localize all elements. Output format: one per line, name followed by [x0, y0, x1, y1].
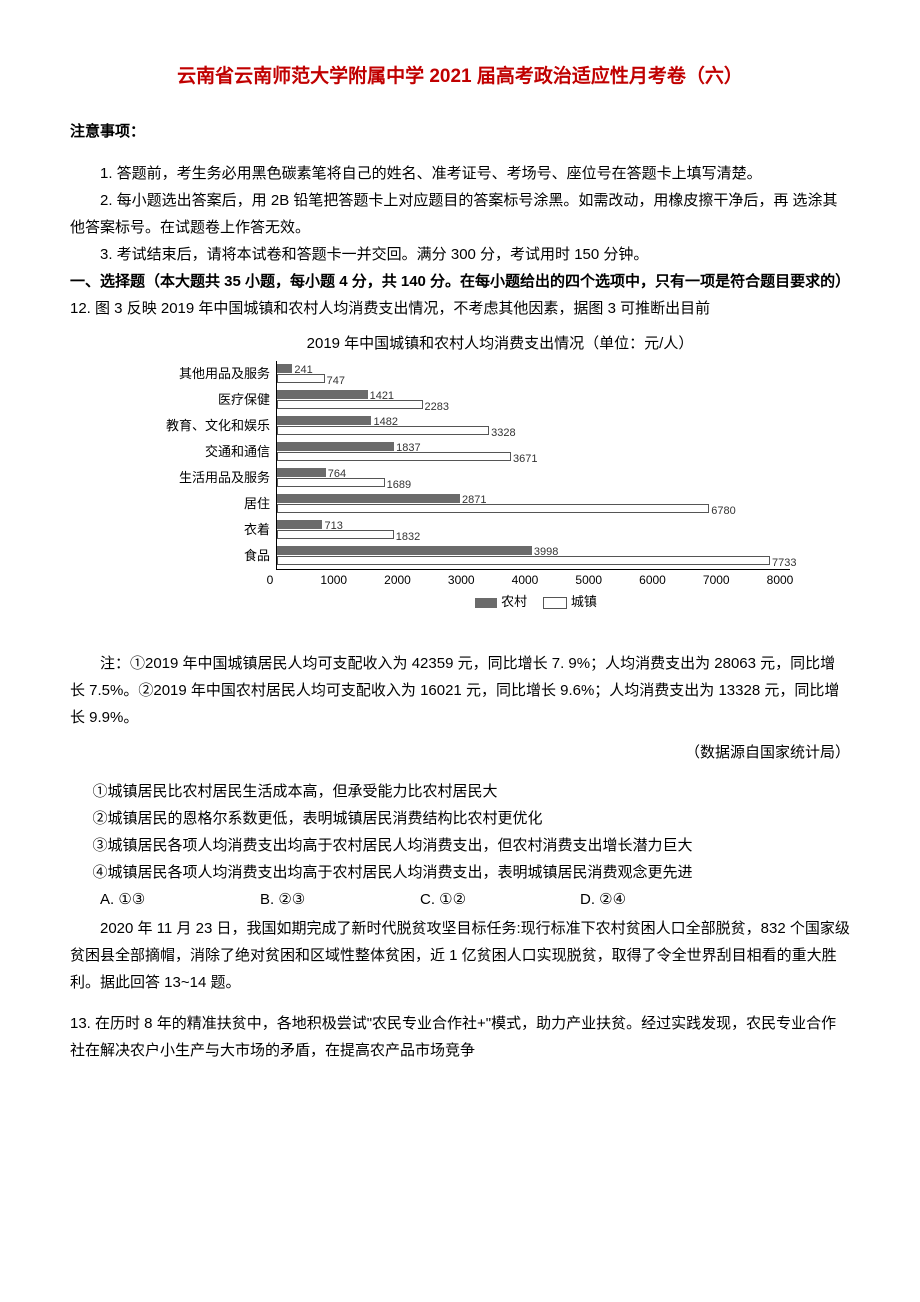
legend-swatch-urban	[543, 597, 567, 609]
chart-plot-area: 2417471421228314823328183736717641689287…	[276, 361, 790, 570]
chart-x-tick: 0	[267, 570, 274, 592]
chart-row: 28716780	[277, 491, 790, 517]
bar-rural	[277, 546, 532, 555]
bar-rural	[277, 520, 322, 529]
q12-item-1: ①城镇居民比农村居民生活成本高，但承受能力比农村居民大	[70, 778, 850, 805]
q12-option-b: B. ②③	[260, 886, 420, 913]
legend-label-rural: 农村	[501, 594, 527, 609]
q12-option-d: D. ②④	[580, 886, 740, 913]
chart-x-tick: 2000	[384, 570, 411, 592]
bar-urban	[277, 556, 770, 565]
bar-urban	[277, 504, 709, 513]
chart-title: 2019 年中国城镇和农村人均消费支出情况（单位：元/人）	[150, 330, 850, 357]
q12-item-4: ④城镇居民各项人均消费支出均高于农村居民人均消费支出，表明城镇居民消费观念更先进	[70, 859, 850, 886]
chart-row: 39987733	[277, 543, 790, 569]
chart-row: 241747	[277, 361, 790, 387]
chart-category-label: 交通和通信	[150, 439, 270, 465]
chart-legend: 农村 城镇	[270, 590, 790, 613]
chart-category-label: 其他用品及服务	[150, 361, 270, 387]
bar-rural	[277, 390, 368, 399]
chart-row: 7131832	[277, 517, 790, 543]
bar-rural	[277, 468, 326, 477]
chart-x-tick: 1000	[320, 570, 347, 592]
q13-stem: 13. 在历时 8 年的精准扶贫中，各地积极尝试"农民专业合作社+"模式，助力产…	[70, 1010, 850, 1064]
chart-note: 注：①2019 年中国城镇居民人均可支配收入为 42359 元，同比增长 7. …	[70, 650, 850, 731]
chart-row: 7641689	[277, 465, 790, 491]
bar-rural	[277, 416, 371, 425]
q12-item-2: ②城镇居民的恩格尔系数更低，表明城镇居民消费结构比农村更优化	[70, 805, 850, 832]
notice-1: 1. 答题前，考生务必用黑色碳素笔将自己的姓名、准考证号、考场号、座位号在答题卡…	[70, 160, 850, 187]
chart-category-label: 衣着	[150, 517, 270, 543]
bar-rural	[277, 494, 460, 503]
notice-3: 3. 考试结束后，请将本试卷和答题卡一并交回。满分 300 分，考试用时 150…	[70, 241, 850, 268]
q12-option-a: A. ①③	[100, 886, 260, 913]
bar-chart: 其他用品及服务医疗保健教育、文化和娱乐交通和通信生活用品及服务居住衣着食品 24…	[150, 361, 790, 613]
q12-option-c: C. ①②	[420, 886, 580, 913]
chart-category-label: 居住	[150, 491, 270, 517]
chart-x-tick: 7000	[703, 570, 730, 592]
chart-row: 18373671	[277, 439, 790, 465]
bar-urban	[277, 400, 423, 409]
chart-y-labels: 其他用品及服务医疗保健教育、文化和娱乐交通和通信生活用品及服务居住衣着食品	[150, 361, 276, 570]
chart-row: 14823328	[277, 413, 790, 439]
chart-x-tick: 4000	[512, 570, 539, 592]
legend-label-urban: 城镇	[571, 594, 597, 609]
section-1-heading: 一、选择题（本大题共 35 小题，每小题 4 分，共 140 分。在每小题给出的…	[70, 268, 850, 295]
legend-swatch-rural	[475, 598, 497, 608]
chart-x-tick: 3000	[448, 570, 475, 592]
bar-urban	[277, 478, 385, 487]
bar-urban	[277, 530, 394, 539]
chart-x-tick: 8000	[767, 570, 794, 592]
chart-source: （数据源自国家统计局）	[70, 739, 850, 766]
chart-container: 2019 年中国城镇和农村人均消费支出情况（单位：元/人） 其他用品及服务医疗保…	[150, 330, 850, 613]
q12-item-3: ③城镇居民各项人均消费支出均高于农村居民人均消费支出，但农村消费支出增长潜力巨大	[70, 832, 850, 859]
bar-urban	[277, 426, 489, 435]
chart-x-axis: 010002000300040005000600070008000	[270, 570, 786, 586]
chart-category-label: 生活用品及服务	[150, 465, 270, 491]
q12-stem: 12. 图 3 反映 2019 年中国城镇和农村人均消费支出情况，不考虑其他因素…	[70, 295, 850, 322]
notice-2: 2. 每小题选出答案后，用 2B 铅笔把答题卡上对应题目的答案标号涂黑。如需改动…	[70, 187, 850, 241]
notice-heading: 注意事项：	[70, 118, 850, 145]
q12-options: A. ①③ B. ②③ C. ①② D. ②④	[100, 886, 850, 913]
chart-row: 14212283	[277, 387, 790, 413]
chart-x-tick: 5000	[575, 570, 602, 592]
passage-13-14: 2020 年 11 月 23 日，我国如期完成了新时代脱贫攻坚目标任务:现行标准…	[70, 915, 850, 996]
page-title: 云南省云南师范大学附属中学 2021 届高考政治适应性月考卷（六）	[70, 60, 850, 94]
bar-urban	[277, 374, 325, 383]
bar-rural	[277, 364, 292, 373]
chart-category-label: 教育、文化和娱乐	[150, 413, 270, 439]
bar-rural	[277, 442, 394, 451]
bar-urban	[277, 452, 511, 461]
chart-category-label: 医疗保健	[150, 387, 270, 413]
chart-x-tick: 6000	[639, 570, 666, 592]
chart-category-label: 食品	[150, 543, 270, 569]
